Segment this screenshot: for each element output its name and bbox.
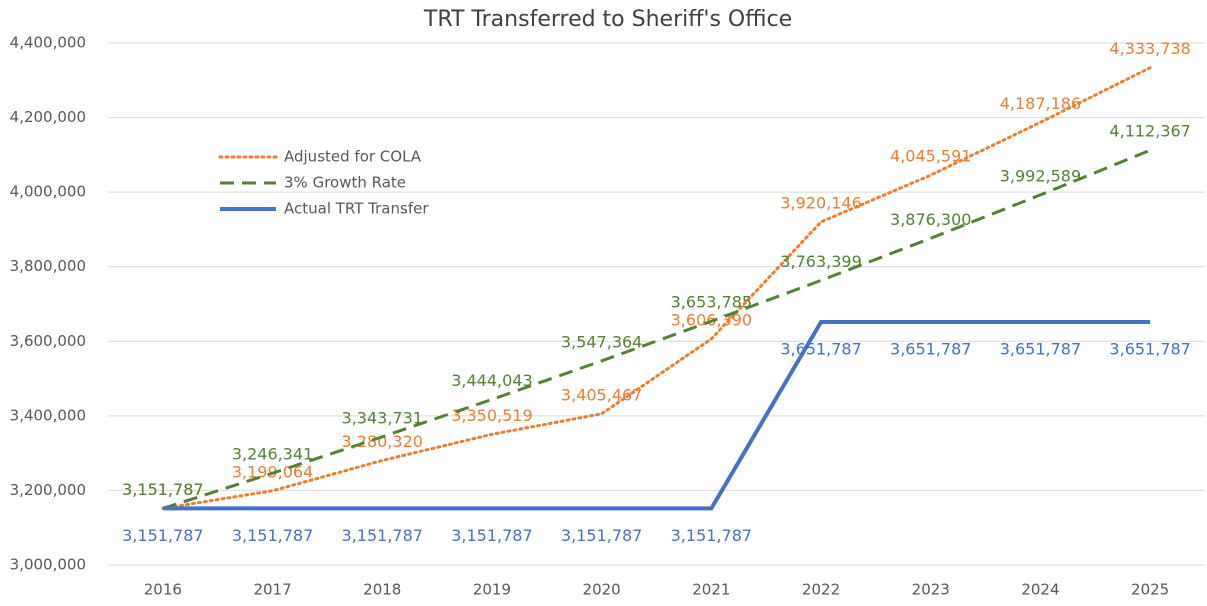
data-label: 3,280,320: [342, 432, 423, 451]
data-label: 3,920,146: [780, 193, 861, 212]
y-tick-label: 4,200,000: [10, 108, 86, 126]
x-tick-label: 2025: [1131, 581, 1169, 599]
y-tick-label: 3,600,000: [10, 332, 86, 350]
data-label: 3,651,787: [1109, 339, 1190, 358]
legend-label: Actual TRT Transfer: [284, 200, 429, 218]
data-label: 3,653,785: [671, 293, 752, 312]
data-label: 3,350,519: [451, 406, 532, 425]
series-line: [162, 319, 1151, 511]
data-label: 3,151,787: [122, 526, 203, 545]
data-label: 3,151,787: [122, 480, 203, 499]
x-tick-label: 2019: [473, 581, 511, 599]
series-line: [161, 66, 1152, 510]
x-tick-label: 2022: [802, 581, 840, 599]
data-label: 3,763,399: [780, 252, 861, 271]
data-label: 4,333,738: [1109, 39, 1190, 58]
chart-title: TRT Transferred to Sheriff's Office: [423, 7, 792, 32]
y-tick-label: 4,400,000: [10, 34, 86, 52]
data-label: 3,651,787: [780, 339, 861, 358]
x-tick-label: 2016: [144, 581, 182, 599]
data-label: 3,992,589: [1000, 166, 1081, 185]
legend-label: Adjusted for COLA: [284, 148, 422, 166]
data-label: 3,151,787: [342, 526, 423, 545]
data-label: 4,045,591: [890, 147, 971, 166]
data-label: 3,151,787: [671, 526, 752, 545]
x-tick-label: 2017: [253, 581, 291, 599]
y-tick-label: 4,000,000: [10, 183, 86, 201]
data-label: 3,651,787: [1000, 339, 1081, 358]
x-tick-label: 2018: [363, 581, 401, 599]
data-label: 3,547,364: [561, 332, 642, 351]
data-label: 3,151,787: [122, 480, 203, 499]
x-tick-label: 2023: [912, 581, 950, 599]
data-label: 3,151,787: [451, 526, 532, 545]
data-label: 3,405,467: [561, 385, 642, 404]
y-tick-label: 3,000,000: [10, 556, 86, 574]
data-label: 3,876,300: [890, 210, 971, 229]
data-label: 3,343,731: [342, 408, 423, 427]
x-tick-label: 2020: [583, 581, 621, 599]
data-label: 4,187,186: [1000, 94, 1081, 113]
data-label: 4,112,367: [1109, 122, 1190, 141]
data-label: 3,151,787: [232, 526, 313, 545]
data-label: 3,444,043: [451, 371, 532, 390]
x-tick-label: 2021: [692, 581, 730, 599]
data-label: 3,246,341: [232, 445, 313, 464]
data-label: 3,151,787: [561, 526, 642, 545]
y-tick-label: 3,800,000: [10, 257, 86, 275]
x-tick-label: 2024: [1021, 581, 1059, 599]
y-tick-label: 3,200,000: [10, 481, 86, 499]
legend-label: 3% Growth Rate: [284, 174, 406, 192]
y-tick-label: 3,400,000: [10, 406, 86, 424]
data-label: 3,651,787: [890, 339, 971, 358]
